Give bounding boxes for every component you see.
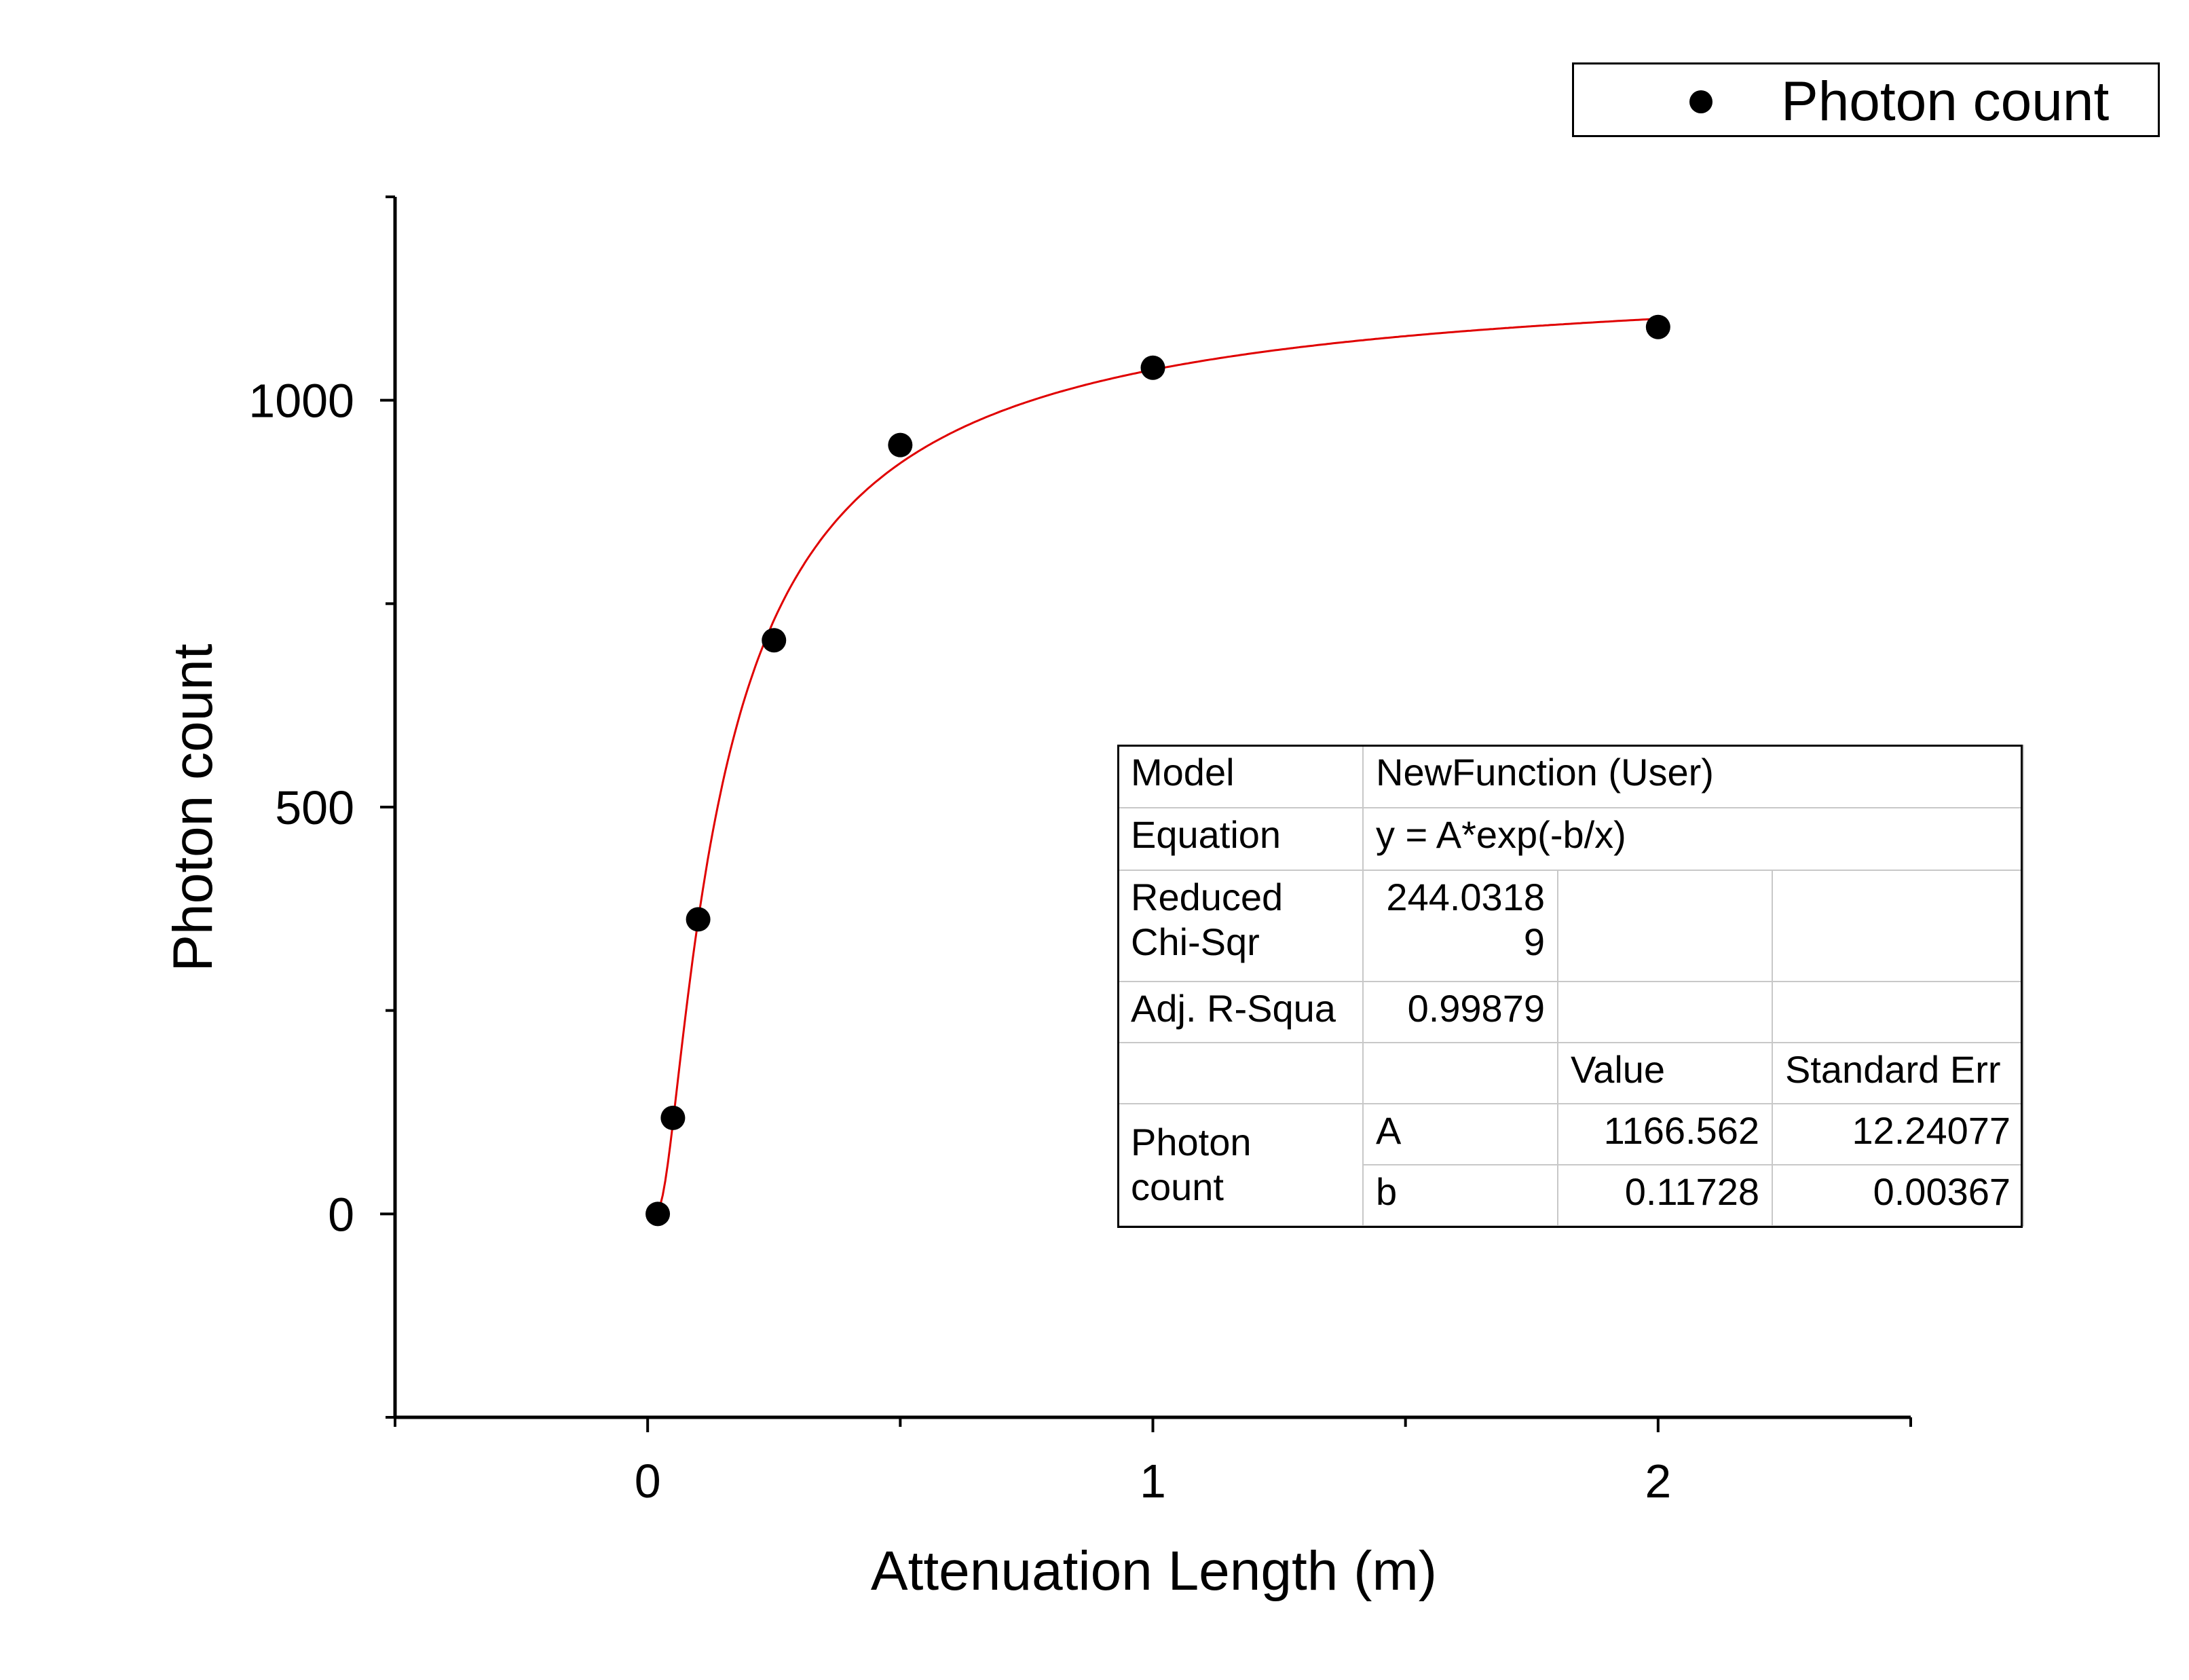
param-A-value: 1166.562 — [1557, 1103, 1773, 1165]
legend-marker-icon — [1689, 90, 1713, 113]
legend-label: Photon count — [1781, 71, 2110, 132]
y-tick-label: 1000 — [248, 375, 354, 428]
table-row: b 0.11728 0.00367 — [1118, 1164, 2025, 1227]
data-point — [1645, 314, 1670, 339]
value-column-header: Value — [1557, 1042, 1773, 1104]
param-A-error: 12.24077 — [1771, 1103, 2025, 1165]
data-point — [888, 432, 913, 458]
data-point — [762, 628, 787, 653]
empty-cell — [1557, 870, 1773, 982]
empty-cell — [1362, 1042, 1558, 1104]
table-row: Model NewFunction (User) — [1117, 745, 2025, 808]
x-tick-label: 2 — [1645, 1455, 1671, 1508]
table-row: Photon count A 1166.562 12.24077 — [1117, 1103, 2025, 1227]
r2-label: Adj. R-Squa — [1117, 981, 1364, 1043]
x-tick-label: 0 — [635, 1455, 661, 1508]
data-point — [660, 1105, 686, 1130]
chi-value: 244.0318 9 — [1362, 870, 1558, 982]
param-b-error: 0.00367 — [1771, 1164, 2025, 1227]
y-tick-label: 500 — [275, 781, 354, 834]
chi-value-line-1: 244.0318 — [1386, 876, 1545, 918]
data-points — [646, 314, 1670, 1227]
axes: 0 1 2 0 500 1000 — [248, 195, 1912, 1508]
chi-value-line-2: 9 — [1523, 920, 1545, 963]
y-tick-label: 0 — [328, 1188, 354, 1241]
data-point — [686, 907, 711, 932]
equation-label: Equation — [1117, 807, 1364, 871]
y-axis-label: Photon count — [162, 643, 224, 971]
table-row: Reduced Chi-Sqr 244.0318 9 — [1117, 870, 2025, 982]
chi-label-line-1: Reduced — [1131, 876, 1284, 918]
chi-label-line-2: Chi-Sqr — [1131, 920, 1260, 963]
legend: Photon count — [1572, 62, 2160, 137]
data-point — [646, 1201, 671, 1227]
fit-results-table: Model NewFunction (User) Equation y = A*… — [1117, 745, 2025, 1227]
param-A-label: A — [1362, 1103, 1558, 1165]
empty-cell — [1117, 1042, 1364, 1104]
empty-cell — [1771, 981, 2025, 1043]
empty-cell — [1557, 981, 1773, 1043]
table-row: Adj. R-Squa 0.99879 — [1117, 981, 2025, 1043]
param-group-line-2: count — [1131, 1165, 1224, 1208]
model-label: Model — [1117, 745, 1364, 808]
data-point — [1140, 355, 1165, 380]
param-b-value: 0.11728 — [1557, 1164, 1773, 1227]
error-column-header: Standard Err — [1771, 1042, 2025, 1104]
r2-value: 0.99879 — [1362, 981, 1558, 1043]
param-group-line-1: Photon — [1131, 1121, 1252, 1163]
model-value: NewFunction (User) — [1362, 745, 2025, 808]
chi-label: Reduced Chi-Sqr — [1117, 870, 1364, 982]
equation-value: y = A*exp(-b/x) — [1362, 807, 2025, 871]
empty-cell — [1771, 870, 2025, 982]
table-row: Value Standard Err — [1117, 1042, 2025, 1104]
x-tick-label: 1 — [1140, 1455, 1166, 1508]
param-b-label: b — [1362, 1164, 1558, 1227]
table-row: Equation y = A*exp(-b/x) — [1117, 807, 2025, 871]
x-axis-label: Attenuation Length (m) — [871, 1540, 1437, 1602]
param-group-label: Photon count — [1117, 1103, 1364, 1227]
